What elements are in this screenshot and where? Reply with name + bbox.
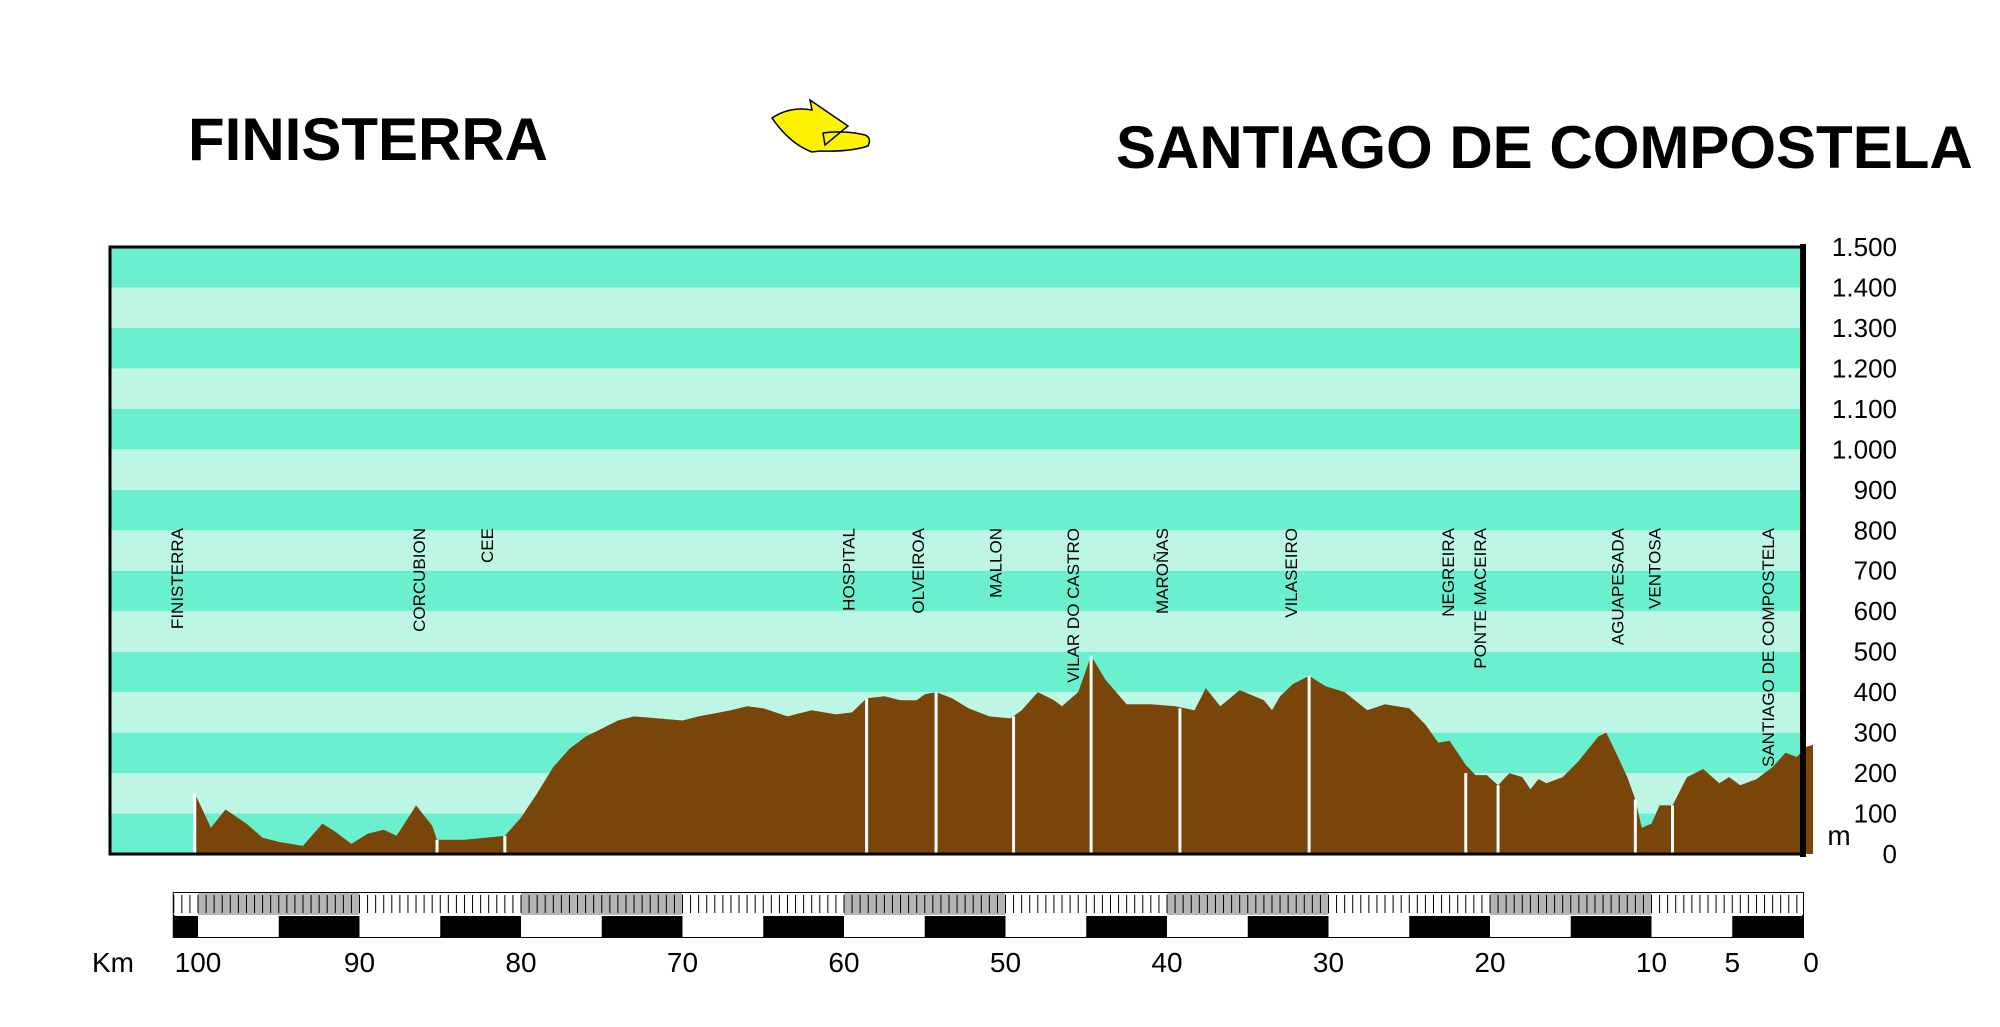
- place-label: SANTIAGO DE COMPOSTELA: [1759, 527, 1778, 767]
- y-tick-label: 700: [1854, 556, 1897, 586]
- plot-right-edge: [1800, 244, 1806, 857]
- scale-segment: [359, 916, 441, 937]
- scale-segment: [682, 916, 764, 937]
- start-title: FINISTERRA: [188, 106, 548, 173]
- scale-segment: [1167, 916, 1248, 937]
- x-tick-label: 10: [1636, 947, 1667, 978]
- scale-segment: [1570, 916, 1652, 937]
- scale-segment: [601, 916, 683, 937]
- place-label: MALLON: [987, 528, 1006, 598]
- scale-segment: [198, 916, 279, 937]
- place-label: NEGREIRA: [1439, 527, 1458, 616]
- y-tick-label: 1.000: [1832, 434, 1897, 464]
- elevation-band: [110, 247, 1803, 288]
- y-axis: 1.500 1.400 1.300 1.200 1.100 1.000 900 800 700 6…: [1832, 232, 1897, 869]
- y-tick-label: 1.300: [1832, 313, 1897, 343]
- elevation-band: [110, 408, 1803, 450]
- x-tick-label: 70: [667, 947, 698, 978]
- distance-scale-bar: [172, 892, 1804, 938]
- scale-segment: [1247, 916, 1329, 937]
- scale-segment: [1005, 916, 1087, 937]
- x-tick-label: 30: [1313, 947, 1344, 978]
- scale-segment: [278, 916, 360, 937]
- scale-segment: [521, 916, 602, 937]
- scale-segment: [844, 916, 925, 937]
- place-label: OLVEIROA: [909, 527, 928, 613]
- x-axis-unit-label: Km: [92, 947, 134, 978]
- terrain-area: [194, 655, 1813, 854]
- x-axis: 100 90 80 70 60 50 40 30 20 10 5 0: [175, 947, 1819, 978]
- x-tick-label: 5: [1724, 947, 1740, 978]
- place-label: VILASEIRO: [1282, 528, 1301, 618]
- y-tick-label: 1.500: [1832, 232, 1897, 262]
- place-label: MAROÑAS: [1153, 528, 1172, 614]
- y-tick-label: 1.100: [1832, 394, 1897, 424]
- scale-segment: [173, 893, 198, 915]
- y-tick-label: 100: [1854, 799, 1897, 829]
- place-label: CEE: [478, 528, 497, 563]
- y-tick-label: 0: [1883, 839, 1897, 869]
- direction-arrow-icon: [770, 98, 871, 153]
- elevation-band: [110, 570, 1803, 612]
- x-tick-label: 0: [1803, 947, 1819, 978]
- y-tick-label: 600: [1854, 596, 1897, 626]
- elevation-band: [110, 489, 1803, 531]
- scale-segment: [440, 916, 521, 937]
- y-tick-label: 800: [1854, 515, 1897, 545]
- x-tick-label: 80: [505, 947, 536, 978]
- y-tick-label: 900: [1854, 475, 1897, 505]
- scale-segment: [1409, 916, 1490, 937]
- elevation-band: [110, 327, 1803, 369]
- elevation-band: [110, 449, 1803, 490]
- place-label: HOSPITAL: [840, 528, 859, 611]
- scale-segment: [1732, 916, 1803, 937]
- scale-segment: [1490, 916, 1571, 937]
- y-tick-label: 1.200: [1832, 353, 1897, 383]
- place-labels: FINISTERRA CORCUBION CEE HOSPITAL OLVEIROA MA…: [168, 527, 1778, 767]
- elevation-band: [110, 530, 1803, 571]
- place-markers: [193, 655, 1674, 854]
- x-tick-label: 50: [990, 947, 1021, 978]
- y-tick-label: 300: [1854, 718, 1897, 748]
- y-tick-label: 200: [1854, 758, 1897, 788]
- scale-segment: [173, 916, 198, 937]
- scale-segment: [1086, 916, 1167, 937]
- place-label: VENTOSA: [1645, 527, 1664, 609]
- scale-segment: [924, 916, 1006, 937]
- y-axis-unit-label: m: [1827, 820, 1850, 851]
- scale-segment: [1328, 916, 1410, 937]
- scale-segment: [1732, 893, 1803, 915]
- place-label: CORCUBION: [410, 528, 429, 632]
- place-label: PONTE MACEIRA: [1471, 527, 1490, 668]
- scale-segment: [1651, 916, 1733, 937]
- elevation-band: [110, 651, 1803, 693]
- y-tick-label: 400: [1854, 677, 1897, 707]
- x-tick-label: 40: [1151, 947, 1182, 978]
- x-tick-label: 20: [1474, 947, 1505, 978]
- terrain-profile: [194, 655, 1813, 854]
- x-tick-label: 60: [828, 947, 859, 978]
- y-tick-label: 1.400: [1832, 272, 1897, 302]
- elevation-band: [110, 287, 1803, 328]
- place-label: FINISTERRA: [168, 527, 187, 629]
- x-tick-label: 90: [344, 947, 375, 978]
- y-tick-label: 500: [1854, 637, 1897, 667]
- elevation-band: [110, 368, 1803, 409]
- end-title: SANTIAGO DE COMPOSTELA: [1116, 114, 1973, 181]
- place-label: VILAR DO CASTRO: [1064, 528, 1083, 683]
- place-label: AGUAPESADA: [1608, 527, 1627, 645]
- x-tick-label: 100: [175, 947, 222, 978]
- scale-segment: [763, 916, 844, 937]
- elevation-band: [110, 611, 1803, 652]
